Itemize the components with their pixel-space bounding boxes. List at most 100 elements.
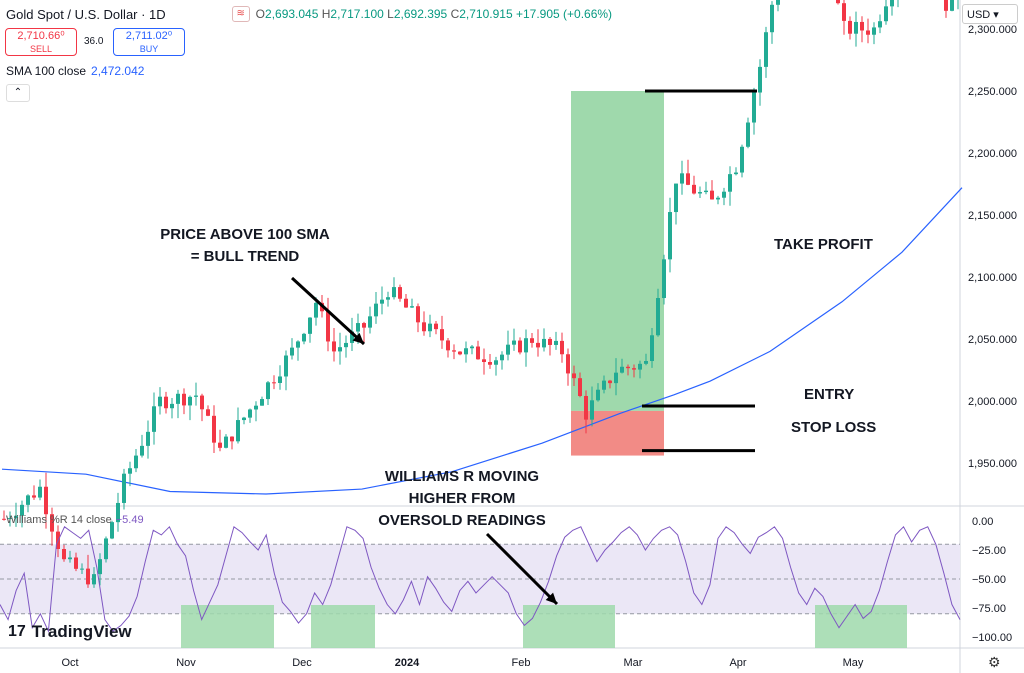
sma-legend-value: 2,472.042 xyxy=(91,64,145,78)
collapse-legend-icon[interactable]: ⌃ xyxy=(6,84,30,102)
candle-body xyxy=(470,346,474,349)
candle-body xyxy=(158,396,162,407)
candle-body xyxy=(704,190,708,193)
candle-body xyxy=(734,172,738,175)
candle-body xyxy=(344,342,348,348)
time-tick-label: Oct xyxy=(61,657,78,669)
candle-body xyxy=(608,380,612,384)
candle-body xyxy=(524,338,528,353)
candle-body xyxy=(50,514,54,532)
candle-body xyxy=(296,341,300,348)
candle-body xyxy=(590,400,594,420)
candle-body xyxy=(176,393,180,404)
candle-body xyxy=(20,504,24,516)
candle-body xyxy=(452,350,456,352)
currency-selector[interactable]: USD ▾ xyxy=(962,4,1018,24)
sell-button[interactable]: 2,710.66⁰ SELL xyxy=(5,28,77,56)
candle-body xyxy=(302,333,306,342)
candle-body xyxy=(842,3,846,21)
candle-body xyxy=(860,21,864,31)
candle-body xyxy=(572,373,576,379)
candle-body xyxy=(146,431,150,446)
candle-body xyxy=(326,311,330,342)
candle-body xyxy=(80,568,84,570)
candle-body xyxy=(494,360,498,365)
candle-body xyxy=(278,376,282,383)
candle-body xyxy=(614,372,618,384)
candle-body xyxy=(662,259,666,299)
candle-body xyxy=(866,30,870,35)
sma-legend-label: SMA 100 close xyxy=(6,64,87,78)
candle-body xyxy=(668,212,672,260)
candle-body xyxy=(458,351,462,355)
candle-body xyxy=(446,340,450,351)
reward-zone xyxy=(571,91,664,411)
trend-arrow-head xyxy=(352,332,364,344)
candle-body xyxy=(878,21,882,28)
price-tick-label: 2,300.000 xyxy=(968,24,1017,36)
candle-body xyxy=(476,346,480,360)
candle-body xyxy=(14,515,18,519)
entry-label: ENTRY xyxy=(804,386,855,403)
time-tick-label: Nov xyxy=(176,657,196,669)
candle-body xyxy=(128,468,132,474)
candle-body xyxy=(656,298,660,336)
candle-body xyxy=(680,173,684,184)
candle-body xyxy=(596,389,600,401)
candle-body xyxy=(284,355,288,377)
wr-legend[interactable]: Williams %R 14 close −5.49 xyxy=(6,514,144,526)
candle-body xyxy=(350,331,354,343)
candle-body xyxy=(728,174,732,192)
williams-arrow-head xyxy=(545,592,557,604)
symbol-title[interactable]: Gold Spot / U.S. Dollar · 1D xyxy=(6,6,166,22)
sell-label: SELL xyxy=(29,44,53,54)
candle-body xyxy=(332,341,336,352)
take-profit-label: TAKE PROFIT xyxy=(774,236,873,253)
candle-body xyxy=(686,173,690,185)
candle-body xyxy=(374,303,378,317)
candle-body xyxy=(194,395,198,397)
trend-arrow xyxy=(290,276,366,346)
candle-body xyxy=(566,354,570,374)
spread-value: 36.0 xyxy=(84,36,104,47)
candle-body xyxy=(260,399,264,406)
candle-body xyxy=(440,329,444,341)
gear-icon[interactable]: ⚙ xyxy=(988,654,1001,670)
wr-highlight-nov xyxy=(181,605,274,648)
candle-body xyxy=(152,406,156,432)
sma-legend[interactable]: SMA 100 close 2,472.042 xyxy=(6,64,144,78)
candle-body xyxy=(86,568,90,585)
candle-body xyxy=(110,522,114,539)
wr-legend-label: Williams %R 14 close xyxy=(6,514,112,526)
time-tick-label: Apr xyxy=(729,657,746,669)
time-tick-label: Mar xyxy=(624,657,643,669)
market-status-icon[interactable]: ≋ xyxy=(231,6,250,22)
candle-body xyxy=(422,322,426,332)
candle-body xyxy=(500,354,504,361)
candle-body xyxy=(488,362,492,365)
candle-body xyxy=(218,442,222,448)
candle-body xyxy=(602,380,606,390)
candle-body xyxy=(392,287,396,298)
candle-body xyxy=(368,316,372,328)
candle-body xyxy=(554,340,558,345)
tradingview-mark-icon: 17 xyxy=(8,623,26,640)
tradingview-logo[interactable]: 17 TradingView xyxy=(8,622,132,642)
candle-body xyxy=(464,348,468,355)
ohlc-readout: O2,693.045 H2,717.100 L2,692.395 C2,710.… xyxy=(255,7,613,21)
candle-body xyxy=(416,306,420,323)
price-tick-label: 2,150.000 xyxy=(968,210,1017,222)
candle-body xyxy=(950,0,954,11)
candle-body xyxy=(716,197,720,200)
candle-body xyxy=(578,378,582,396)
candle-body xyxy=(872,27,876,35)
candle-body xyxy=(68,557,72,560)
candle-body xyxy=(644,361,648,364)
candle-body xyxy=(290,347,294,356)
candle-body xyxy=(224,436,228,448)
candle-body xyxy=(248,409,252,418)
buy-button[interactable]: 2,711.02⁰ BUY xyxy=(113,28,185,56)
candle-body xyxy=(740,146,744,173)
wr-tick-label: −50.00 xyxy=(972,574,1006,586)
